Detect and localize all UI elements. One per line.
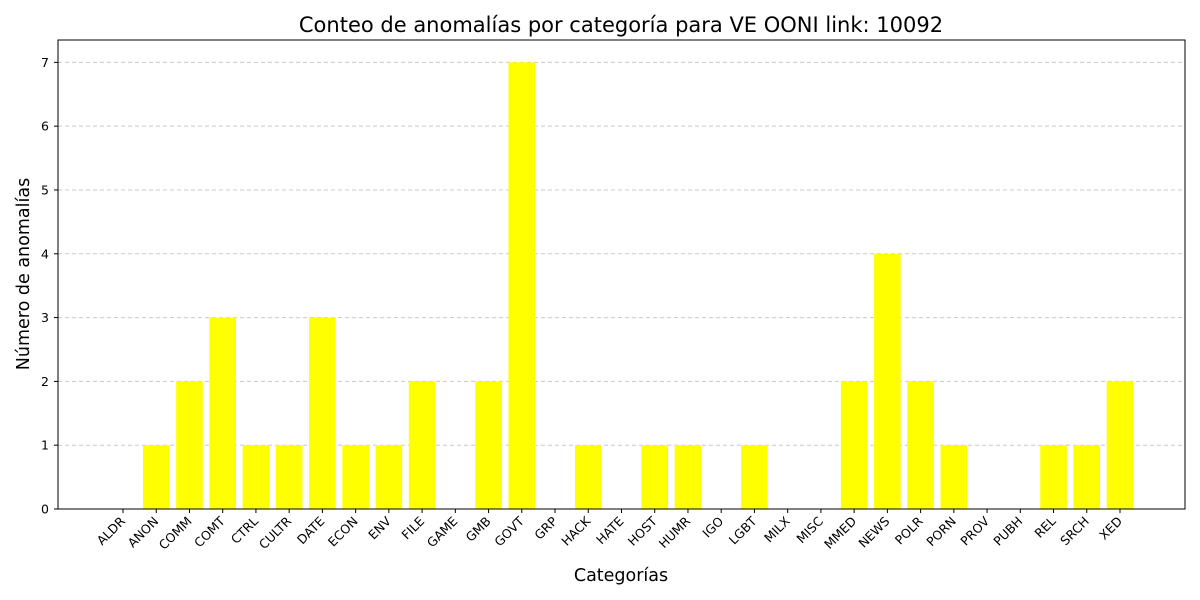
bar-gmb bbox=[475, 381, 502, 509]
bar-file bbox=[408, 381, 436, 509]
bar-humr bbox=[674, 445, 702, 509]
bar-news bbox=[874, 253, 901, 509]
bar-host bbox=[641, 445, 669, 509]
x-tick-label: MILX bbox=[761, 513, 793, 545]
x-tick-label: GMB bbox=[463, 514, 494, 545]
x-tick-label: XED bbox=[1096, 514, 1125, 543]
x-tick-label: LGBT bbox=[726, 513, 760, 547]
bar-rel bbox=[1040, 445, 1067, 509]
y-tick-label: 6 bbox=[41, 119, 49, 134]
bar-polr bbox=[907, 381, 934, 509]
y-tick-label: 3 bbox=[41, 310, 49, 325]
bar-srch bbox=[1073, 445, 1101, 509]
x-tick-label: GRP bbox=[531, 513, 560, 542]
x-tick-label: NEWS bbox=[855, 513, 892, 550]
y-tick-label: 2 bbox=[41, 374, 49, 389]
x-tick-label: FILE bbox=[398, 513, 427, 542]
x-tick-label: ECON bbox=[325, 514, 361, 550]
bar-lgbt bbox=[741, 445, 768, 509]
bar-env bbox=[375, 445, 403, 509]
y-tick-label: 1 bbox=[41, 438, 49, 453]
bar-ctrl bbox=[242, 445, 270, 509]
bar-anon bbox=[142, 445, 170, 509]
x-tick-label: GOVT bbox=[491, 513, 527, 549]
y-tick-label: 4 bbox=[41, 246, 49, 261]
gridlines bbox=[58, 61, 1185, 446]
bar-date bbox=[309, 317, 336, 509]
x-tick-label: GAME bbox=[424, 513, 461, 550]
bar-mmed bbox=[840, 381, 868, 509]
x-tick-label: ALDR bbox=[94, 513, 129, 548]
bars bbox=[142, 62, 1134, 509]
x-tick-label: SRCH bbox=[1057, 514, 1092, 549]
x-tick-label: ENV bbox=[365, 513, 394, 542]
bar-hack bbox=[574, 445, 602, 509]
chart-title: Conteo de anomalías por categoría para V… bbox=[299, 13, 943, 37]
bar-cultr bbox=[275, 445, 303, 509]
y-tick-label: 5 bbox=[41, 182, 49, 197]
x-tick-label: CULTR bbox=[256, 513, 295, 552]
x-tick-label: HATE bbox=[593, 513, 627, 547]
bar-porn bbox=[940, 445, 968, 509]
x-tick-label: IGO bbox=[699, 513, 726, 540]
y-tick-label: 0 bbox=[41, 502, 49, 517]
x-tick-label: MMED bbox=[821, 514, 859, 552]
x-axis-label: Categorías bbox=[574, 566, 668, 586]
x-tick-label: POLR bbox=[892, 513, 926, 547]
bar-govt bbox=[508, 62, 536, 509]
x-tick-label: DATE bbox=[294, 513, 328, 547]
x-tick-label: HACK bbox=[558, 513, 594, 549]
bar-xed bbox=[1106, 381, 1134, 509]
x-tick-label: COMT bbox=[191, 513, 228, 550]
x-tick-label: REL bbox=[1031, 514, 1058, 541]
bar-comm bbox=[176, 381, 203, 509]
x-tick-label: HUMR bbox=[656, 513, 694, 551]
x-tick-label: ANON bbox=[125, 514, 162, 551]
y-axis-label: Número de anomalías bbox=[14, 178, 34, 370]
x-tick-label: PUBH bbox=[990, 514, 1025, 549]
y-axis-ticks: 0 1 2 3 4 5 6 7 bbox=[41, 55, 58, 517]
x-tick-label: HOST bbox=[625, 513, 660, 548]
x-tick-label: PROV bbox=[957, 513, 992, 548]
x-tick-label: COMM bbox=[156, 514, 195, 553]
y-tick-label: 7 bbox=[41, 55, 49, 70]
bar-comt bbox=[209, 317, 236, 509]
bar-econ bbox=[342, 445, 369, 509]
x-tick-label: PORN bbox=[923, 514, 959, 550]
